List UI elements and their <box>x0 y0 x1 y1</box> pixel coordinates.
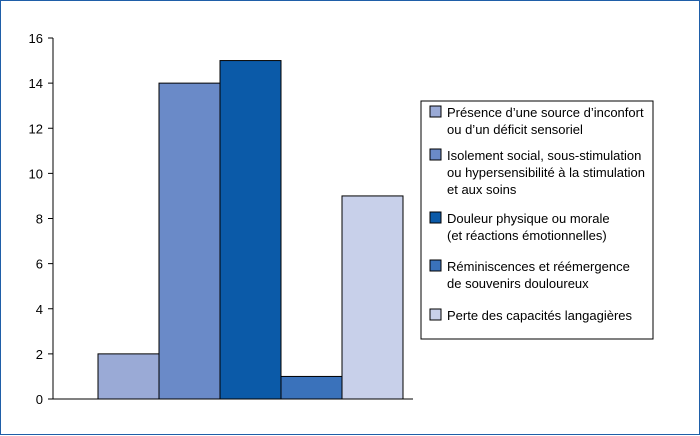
y-tick-label: 14 <box>29 76 43 91</box>
y-tick-label: 4 <box>36 302 43 317</box>
y-tick-label: 8 <box>36 212 43 227</box>
legend-swatch <box>429 308 442 321</box>
bar <box>280 375 343 400</box>
legend-label: de souvenirs douloureux <box>447 276 589 291</box>
legend-label: et aux soins <box>447 182 517 197</box>
bar <box>97 353 160 400</box>
legend-label: Douleur physique ou morale <box>447 211 610 226</box>
y-tick-label: 16 <box>29 31 43 46</box>
legend-label: Présence d’une source d’inconfort <box>447 105 644 120</box>
y-tick-label: 6 <box>36 257 43 272</box>
bar <box>219 60 282 400</box>
legend-label: ou hypersensibilité à la stimulation <box>447 165 645 180</box>
bar <box>158 82 221 400</box>
legend-box <box>420 100 654 340</box>
legend-label: Perte des capacités langagières <box>447 308 633 323</box>
legend-label: Réminiscences et réémergence <box>447 259 630 274</box>
legend: Présence d’une source d’inconfort ou d’un… <box>420 100 654 340</box>
bars-layer <box>97 60 404 400</box>
legend-swatch <box>429 259 442 272</box>
legend-swatch <box>429 105 442 118</box>
bar <box>341 195 404 400</box>
y-tick-label: 0 <box>36 392 43 407</box>
y-tick-label: 2 <box>36 347 43 362</box>
legend-label: Isolement social, sous-stimulation <box>447 148 641 163</box>
legend-label: ou d’un déficit sensoriel <box>447 122 583 137</box>
legend-label: (et réactions émotionnelles) <box>447 228 607 243</box>
legend-swatch <box>429 211 442 224</box>
y-tick-label: 12 <box>29 121 43 136</box>
legend-swatch <box>429 148 442 161</box>
y-tick-label: 10 <box>29 166 43 181</box>
